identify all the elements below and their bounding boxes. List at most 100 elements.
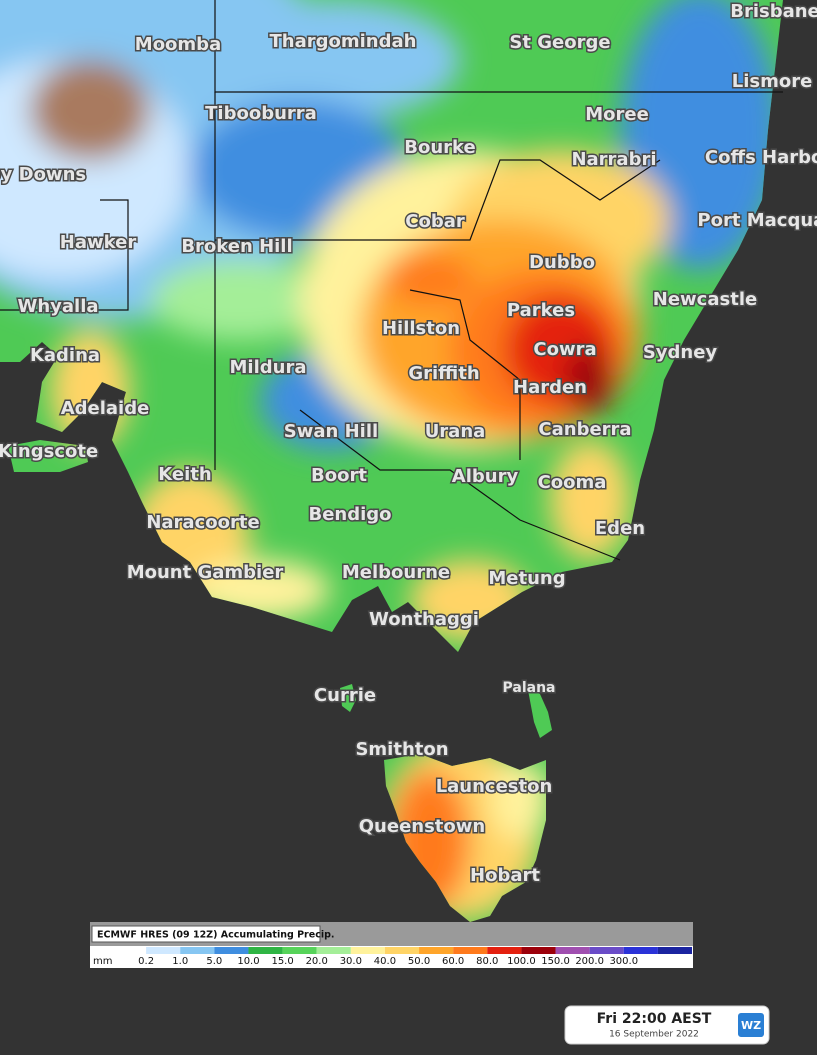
legend-tick-label: 200.0 xyxy=(575,956,604,967)
place-label: St George xyxy=(509,32,610,53)
legend-swatch xyxy=(350,947,385,954)
place-label: Metung xyxy=(488,568,565,589)
legend-tick-label: 100.0 xyxy=(507,956,536,967)
place-label: Thargomindah xyxy=(270,31,417,52)
border-vic xyxy=(299,409,621,561)
place-label: Mildura xyxy=(230,357,307,378)
legend-scale: 0.2 1.0 5.0 10.0 15.0 20.0 30.0 40.0 50.0 60.0 80.… xyxy=(112,947,692,967)
place-label: Moree xyxy=(585,104,649,125)
legend-title: ECMWF HRES (09 12Z) Accumulating Precip. xyxy=(97,930,335,941)
border-lga xyxy=(409,289,521,460)
place-label: Harden xyxy=(513,377,587,398)
legend-swatch xyxy=(282,947,317,954)
place-label: Brisbane xyxy=(730,1,817,22)
legend-tick-label: 5.0 xyxy=(206,956,222,967)
legend-unit: mm xyxy=(93,956,112,967)
legend-swatch xyxy=(521,947,556,954)
border-inner xyxy=(215,159,661,241)
place-label: Smithton xyxy=(355,739,448,760)
place-label: Mount Gambier xyxy=(127,562,284,583)
place-label: Narrabri xyxy=(571,149,656,170)
legend-tick-label: 80.0 xyxy=(476,956,498,967)
timestamp: Fri 22:00 AEST 16 September 2022 WZ xyxy=(564,1005,770,1045)
legend-swatch xyxy=(589,947,624,954)
legend-swatch xyxy=(419,947,454,954)
place-label: Hillston xyxy=(382,318,460,339)
place-label: Newcastle xyxy=(653,289,757,310)
place-label: Griffith xyxy=(408,363,479,384)
state-borders xyxy=(0,0,783,561)
legend-swatch xyxy=(487,947,522,954)
place-label: Parkes xyxy=(507,300,575,321)
timestamp-box xyxy=(564,1005,770,1045)
place-label: Albury xyxy=(452,466,519,487)
legend-tick-label: 50.0 xyxy=(408,956,430,967)
place-label: Palana xyxy=(503,680,556,696)
legend-swatch xyxy=(112,947,147,954)
place-label: Currie xyxy=(314,685,376,706)
place-label: Queenstown xyxy=(359,816,485,837)
place-label: Bourke xyxy=(404,137,475,158)
legend-swatch xyxy=(214,947,249,954)
place-label: Cowra xyxy=(533,339,596,360)
place-label: Kingscote xyxy=(0,441,98,462)
legend-title-box xyxy=(91,925,321,943)
place-label: Coffs Harbour xyxy=(705,147,817,168)
logo: WZ xyxy=(741,1019,761,1032)
place-label: Tibooburra xyxy=(205,103,317,124)
place-label: Wonthaggi xyxy=(369,609,479,630)
place-label: Canberra xyxy=(538,419,631,440)
legend-tick-label: 15.0 xyxy=(271,956,293,967)
logo-box xyxy=(738,1013,764,1037)
place-label: Swan Hill xyxy=(284,421,378,442)
legend-tick-label: 40.0 xyxy=(374,956,396,967)
place-label: Sydney xyxy=(643,342,718,363)
legend-tick-label: 150.0 xyxy=(541,956,570,967)
place-label: Hawker xyxy=(60,232,137,253)
legend-swatch xyxy=(555,947,590,954)
place-label: Moomba xyxy=(135,34,221,55)
legend-swatch xyxy=(623,947,658,954)
place-label: Urana xyxy=(425,421,486,442)
legend-swatch xyxy=(316,947,351,954)
place-label: Melbourne xyxy=(342,562,450,583)
legend-tick-label: 300.0 xyxy=(609,956,638,967)
place-label: Port Macquarie xyxy=(697,210,817,231)
place-label: Cooma xyxy=(538,472,607,493)
place-label: Broken Hill xyxy=(181,236,292,257)
legend-swatch xyxy=(146,947,181,954)
place-label: Hobart xyxy=(470,865,540,886)
place-label: Cobar xyxy=(405,211,465,232)
legend-swatch xyxy=(657,947,692,954)
legend-tick-label: 0.2 xyxy=(138,956,154,967)
legend-swatch xyxy=(453,947,488,954)
legend-tick-label: 1.0 xyxy=(172,956,188,967)
place-label: Roxby Downs xyxy=(0,164,86,185)
place-label: Adelaide xyxy=(61,398,150,419)
place-label: Keith xyxy=(158,464,211,485)
legend-tick-label: 30.0 xyxy=(340,956,362,967)
legend-swatch xyxy=(248,947,283,954)
place-label: Boort xyxy=(311,465,367,486)
place-label: Eden xyxy=(595,518,645,539)
border-sa-inner xyxy=(0,199,129,311)
field-blobs xyxy=(0,0,780,920)
place-labels: Brisbane Moomba Thargomindah St George Lismo… xyxy=(0,0,817,888)
place-label: Lismore xyxy=(732,71,813,92)
legend: ECMWF HRES (09 12Z) Accumulating Precip.… xyxy=(90,922,693,968)
place-label: Dubbo xyxy=(529,252,595,273)
timestamp-time: Fri 22:00 AEST xyxy=(597,1011,712,1027)
legend-tick-label: 10.0 xyxy=(237,956,259,967)
place-label: Whyalla xyxy=(17,296,98,317)
place-label: Kadina xyxy=(30,345,100,366)
place-label: Naracoorte xyxy=(146,512,259,533)
legend-swatch xyxy=(384,947,420,954)
legend-tick-label: 60.0 xyxy=(442,956,464,967)
timestamp-date: 16 September 2022 xyxy=(609,1030,699,1040)
legend-swatch xyxy=(180,947,215,954)
place-label: Launceston xyxy=(436,776,553,797)
place-label: Bendigo xyxy=(308,504,391,525)
